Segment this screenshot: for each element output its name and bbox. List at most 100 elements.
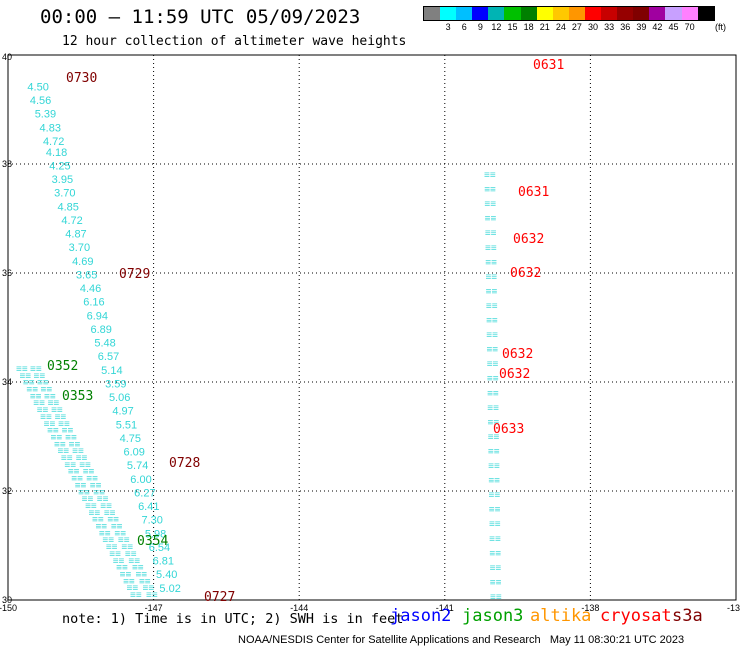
overlap-track-glyphs: ≡≡ bbox=[62, 426, 74, 437]
color-scale-tick-label: 42 bbox=[652, 22, 663, 32]
swh-value-label: 6.54 bbox=[149, 542, 170, 554]
swh-value-label: 3.65 bbox=[76, 269, 97, 281]
time-label: 0633 bbox=[493, 422, 524, 437]
overlap-track-glyphs: ≡≡ bbox=[485, 257, 497, 268]
overlap-track-glyphs: ≡≡ bbox=[488, 461, 500, 472]
overlap-track-glyphs: ≡≡ bbox=[68, 467, 80, 478]
y-tick-label: 34 bbox=[2, 377, 12, 387]
swh-value-label: 4.50 bbox=[27, 81, 48, 93]
swh-value-label: 4.85 bbox=[58, 201, 79, 213]
swh-value-label: 6.89 bbox=[91, 324, 112, 336]
color-scale-cell bbox=[520, 7, 537, 20]
color-scale-tick-label: 21 bbox=[539, 22, 550, 32]
overlap-track-glyphs: ≡≡ bbox=[54, 439, 66, 450]
color-scale-tick-label: 70 bbox=[684, 22, 695, 32]
swh-value-label: 5.02 bbox=[159, 583, 180, 595]
overlap-track-glyphs: ≡≡ bbox=[107, 515, 119, 526]
map-frame bbox=[7, 54, 737, 601]
overlap-track-glyphs: ≡≡ bbox=[488, 432, 500, 443]
overlap-track-glyphs: ≡≡ bbox=[132, 563, 144, 574]
swh-value-label: 6.16 bbox=[83, 297, 104, 309]
color-scale-tick-label: 18 bbox=[523, 22, 534, 32]
overlap-track-glyphs: ≡≡ bbox=[85, 501, 97, 512]
overlap-track-glyphs: ≡≡ bbox=[23, 378, 35, 389]
overlap-track-glyphs: ≡≡ bbox=[44, 391, 56, 402]
swh-value-label: 5.40 bbox=[156, 569, 177, 581]
swh-value-label: 4.18 bbox=[46, 147, 67, 159]
overlap-track-glyphs: ≡≡ bbox=[118, 535, 130, 546]
swh-value-label: 4.69 bbox=[72, 256, 93, 268]
overlap-track-glyphs: ≡≡ bbox=[57, 446, 69, 457]
overlap-track-glyphs: ≡≡ bbox=[89, 508, 101, 519]
overlap-track-glyphs: ≡≡ bbox=[41, 385, 53, 396]
color-scale-tick-label: 33 bbox=[604, 22, 615, 32]
overlap-track-glyphs: ≡≡ bbox=[109, 549, 121, 560]
time-label: 0729 bbox=[119, 267, 150, 282]
y-tick-label: 36 bbox=[2, 268, 12, 278]
overlap-track-glyphs: ≡≡ bbox=[19, 371, 31, 382]
overlap-track-glyphs: ≡≡ bbox=[99, 528, 111, 539]
overlap-track-glyphs: ≡≡ bbox=[100, 501, 112, 512]
overlap-track-glyphs: ≡≡ bbox=[486, 345, 498, 356]
overlap-track-glyphs: ≡≡ bbox=[37, 378, 49, 389]
overlap-track-glyphs: ≡≡ bbox=[135, 569, 147, 580]
swh-value-label: 5.48 bbox=[94, 338, 115, 350]
swh-value-label: 6.41 bbox=[138, 501, 159, 513]
time-label: 0353 bbox=[62, 389, 93, 404]
overlap-track-glyphs: ≡≡ bbox=[79, 460, 91, 471]
overlap-track-glyphs: ≡≡ bbox=[83, 467, 95, 478]
overlap-track-glyphs: ≡≡ bbox=[120, 569, 132, 580]
time-label: 0632 bbox=[513, 232, 544, 247]
color-scale-cell bbox=[697, 7, 714, 20]
color-scale-tick-label: 3 bbox=[445, 22, 451, 32]
overlap-track-glyphs: ≡≡ bbox=[58, 419, 70, 430]
swh-value-label: 4.46 bbox=[80, 283, 101, 295]
time-label: 0728 bbox=[169, 456, 200, 471]
time-label: 0631 bbox=[518, 185, 549, 200]
color-scale-cells bbox=[423, 6, 715, 21]
overlap-track-glyphs: ≡≡ bbox=[30, 364, 42, 375]
swh-value-label: 4.72 bbox=[43, 136, 64, 148]
overlap-track-glyphs: ≡≡ bbox=[64, 460, 76, 471]
x-tick-label: -135 bbox=[727, 603, 740, 613]
overlap-track-glyphs: ≡≡ bbox=[489, 490, 501, 501]
color-scale-cell bbox=[584, 7, 602, 20]
overlap-track-glyphs: ≡≡ bbox=[44, 419, 56, 430]
overlap-track-glyphs: ≡≡ bbox=[102, 535, 114, 546]
y-tick-label: 40 bbox=[2, 52, 12, 62]
swh-value-label: 6.09 bbox=[124, 447, 145, 459]
swh-value-label: 6.57 bbox=[98, 351, 119, 363]
color-scale-cell bbox=[472, 7, 489, 20]
swh-value-label: 5.14 bbox=[101, 365, 122, 377]
map-subtitle: 12 hour collection of altimeter wave hei… bbox=[62, 34, 407, 49]
overlap-track-glyphs: ≡≡ bbox=[139, 576, 151, 587]
legend-jason2: jason2 bbox=[390, 606, 452, 626]
overlap-track-glyphs: ≡≡ bbox=[111, 522, 123, 533]
color-scale-cell bbox=[633, 7, 650, 20]
x-tick-label: -147 bbox=[145, 603, 163, 613]
overlap-track-glyphs: ≡≡ bbox=[16, 364, 28, 375]
color-scale-tick-label: 36 bbox=[620, 22, 631, 32]
footer-credit: NOAA/NESDIS Center for Satellite Applica… bbox=[238, 634, 685, 646]
overlap-track-glyphs: ≡≡ bbox=[130, 590, 142, 601]
overlap-track-glyphs: ≡≡ bbox=[490, 592, 502, 603]
color-scale-unit: (ft) bbox=[715, 22, 726, 32]
overlap-track-glyphs: ≡≡ bbox=[93, 487, 105, 498]
time-label: 0352 bbox=[47, 359, 78, 374]
overlap-track-glyphs: ≡≡ bbox=[82, 494, 94, 505]
overlap-track-glyphs: ≡≡ bbox=[146, 590, 158, 601]
swh-value-label: 4.83 bbox=[40, 122, 61, 134]
overlap-track-glyphs: ≡≡ bbox=[34, 371, 46, 382]
swh-value-label: 4.87 bbox=[65, 229, 86, 241]
y-tick-label: 32 bbox=[2, 486, 12, 496]
overlap-track-glyphs: ≡≡ bbox=[486, 301, 498, 312]
overlap-track-glyphs: ≡≡ bbox=[486, 286, 498, 297]
overlap-track-glyphs: ≡≡ bbox=[51, 432, 63, 443]
y-tick-label: 30 bbox=[2, 595, 12, 605]
overlap-track-glyphs: ≡≡ bbox=[30, 391, 42, 402]
overlap-track-glyphs: ≡≡ bbox=[86, 474, 98, 485]
overlap-track-glyphs: ≡≡ bbox=[33, 398, 45, 409]
swh-value-label: 5.98 bbox=[145, 528, 166, 540]
color-scale-tick-label: 9 bbox=[477, 22, 483, 32]
